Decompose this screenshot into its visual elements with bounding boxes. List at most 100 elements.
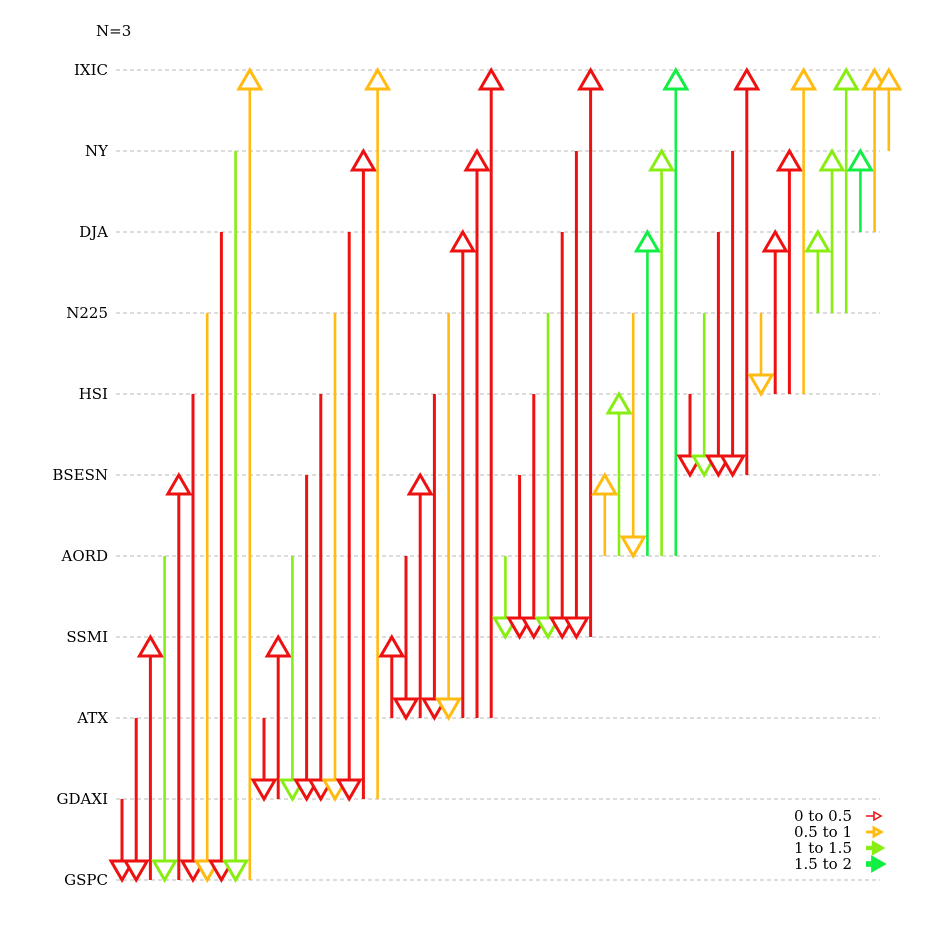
arrow-head-up: [818, 148, 846, 172]
arrow-head-down: [562, 616, 591, 640]
arrow-head-up: [875, 67, 903, 91]
arrow-aord-bsesn: [591, 472, 619, 556]
legend-label-0: 0 to 0.5: [794, 807, 852, 825]
arrow-gspc-atx: [122, 718, 150, 883]
arrow-ssmi-ixic: [576, 67, 605, 637]
arrow-gdaxi-ny: [349, 148, 378, 799]
arrow-head-up: [804, 229, 832, 253]
arrow-ssmi-ny: [562, 151, 591, 640]
arrow-head-up: [591, 472, 619, 496]
arrow-gspc-aord: [150, 556, 179, 883]
arrow-head-up: [647, 148, 676, 172]
arrow-gdaxi-hsi: [307, 394, 335, 802]
arrow-gspc-ny: [221, 151, 250, 883]
arrow-atx-ssmi: [378, 634, 406, 718]
arrow-head-up: [136, 634, 165, 658]
arrow-atx-n225: [434, 313, 463, 721]
arrow-head-down: [150, 859, 179, 883]
arrow-head-up: [477, 67, 505, 91]
arrow-ssmi-dja: [548, 232, 576, 640]
arrow-head-down: [718, 454, 747, 478]
arrow-atx-ny: [463, 148, 491, 718]
legend-swatch-head-2: [871, 840, 886, 856]
level-label-bsesn: BSESN: [52, 466, 108, 484]
legend-swatch-head-3: [871, 855, 887, 873]
arrow-head-down: [250, 778, 278, 802]
arrow-aord-ny: [647, 148, 676, 556]
arrow-gdaxi-aord: [278, 556, 307, 802]
arrow-head-down: [335, 778, 363, 802]
arrow-atx-dja: [449, 229, 477, 718]
arrow-head-up: [449, 229, 477, 253]
level-label-atx: ATX: [76, 709, 108, 727]
level-label-ssmi: SSMI: [66, 628, 108, 646]
level-label-gdaxi: GDAXI: [57, 790, 109, 808]
legend-swatch-head-0: [873, 810, 883, 822]
arrow-aord-n225: [619, 313, 647, 559]
arrow-bsesn-ixic: [733, 67, 761, 475]
arrow-head-down: [619, 535, 647, 559]
legend-label-3: 1.5 to 2: [794, 855, 852, 873]
level-labels: GSPC GDAXI ATX SSMI AORD BSESN HSI N225 DJA NY IXI…: [52, 61, 109, 889]
arrow-head-up: [236, 67, 264, 91]
arrow-head-up: [775, 148, 804, 172]
arrow-atx-ixic: [477, 67, 505, 718]
level-label-ny: NY: [85, 142, 109, 160]
level-label-ixic: IXIC: [74, 61, 108, 79]
arrow-head-up: [733, 67, 761, 91]
arrows: [108, 67, 903, 883]
arrow-head-up: [463, 148, 491, 172]
arrow-head-up: [761, 229, 789, 253]
arrow-atx-bsesn: [406, 472, 434, 718]
arrow-head-down: [122, 859, 150, 883]
arrow-hsi-dja: [761, 229, 789, 394]
arrow-head-up: [789, 67, 818, 91]
chart-annotation: N=3: [96, 22, 131, 40]
arrow-gdaxi-dja: [335, 232, 363, 802]
arrow-ssmi-hsi: [520, 394, 548, 640]
arrow-bsesn-ny: [718, 151, 747, 478]
arrow-gdaxi-ssmi: [264, 634, 292, 799]
gridlines: [116, 69, 880, 881]
arrow-head-up: [832, 67, 860, 91]
arrow-gspc-ixic: [236, 67, 264, 880]
arrow-gspc-bsesn: [165, 472, 193, 880]
level-label-gspc: GSPC: [64, 871, 108, 889]
level-label-hsi: HSI: [79, 385, 108, 403]
arrow-bsesn-dja: [704, 232, 733, 478]
level-label-n225: N225: [66, 304, 108, 322]
arrow-head-up: [662, 67, 690, 91]
arrow-n225-dja: [804, 229, 832, 313]
arrow-hsi-ixic: [789, 67, 818, 394]
arrow-head-up: [363, 67, 392, 91]
arrow-head-down: [434, 697, 463, 721]
arrow-aord-hsi: [605, 391, 633, 556]
arrow-n225-ixic: [832, 67, 860, 313]
arrow-head-up: [605, 391, 633, 415]
arrow-hsi-n225: [747, 313, 775, 397]
level-label-aord: AORD: [61, 547, 108, 565]
arrow-aord-dja: [633, 229, 662, 556]
arrow-atx-aord: [392, 556, 420, 721]
arrow-head-down: [221, 859, 250, 883]
arrow-hsi-ny: [775, 148, 804, 394]
level-label-dja: DJA: [79, 223, 108, 241]
arrow-head-up: [633, 229, 662, 253]
arrow-head-up: [378, 634, 406, 658]
arrow-gspc-ssmi: [136, 634, 165, 880]
arrow-head-up: [165, 472, 193, 496]
arrow-aord-ixic: [662, 67, 690, 556]
arrow-head-up: [406, 472, 434, 496]
arrow-gdaxi-ixic: [363, 67, 392, 799]
arrow-head-up: [264, 634, 292, 658]
arrow-dja-ny: [846, 148, 875, 232]
arrow-head-down: [747, 373, 775, 397]
arrow-head-up: [576, 67, 605, 91]
legend-label-1: 0.5 to 1: [794, 823, 852, 841]
arrow-head-down: [392, 697, 420, 721]
arrow-ssmi-n225: [534, 313, 562, 640]
legend: 0 to 0.50.5 to 11 to 1.51.5 to 2: [794, 807, 887, 873]
legend-label-2: 1 to 1.5: [794, 839, 852, 857]
arrow-gdaxi-atx: [250, 718, 278, 802]
